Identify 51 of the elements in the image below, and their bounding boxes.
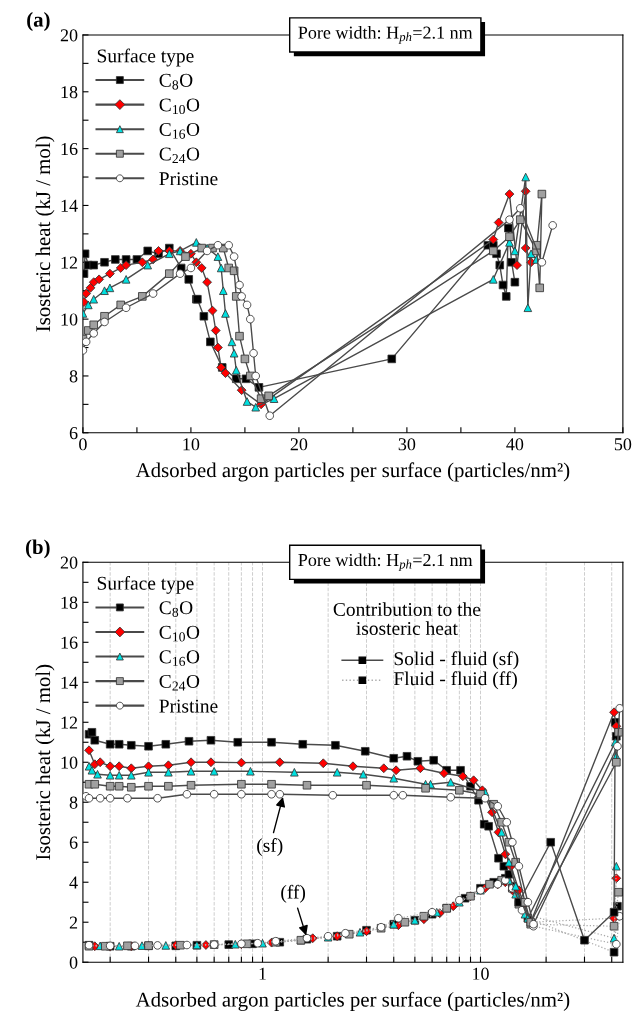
x-tick-label: 20 bbox=[290, 438, 308, 451]
legend-label: C$_{24}$O bbox=[159, 147, 200, 164]
y-tick-label: 2 bbox=[69, 916, 78, 929]
legend-label: C$_{10}$O bbox=[159, 98, 200, 115]
y-tick-label: 18 bbox=[61, 596, 78, 609]
x-tick-label: 30 bbox=[398, 438, 416, 451]
x-tick-label: 10 bbox=[183, 438, 200, 451]
x-tick-label: 40 bbox=[506, 438, 524, 451]
annotation: Fluid - fluid (ff) bbox=[393, 671, 517, 690]
y-tick-label: 14 bbox=[61, 676, 78, 689]
annotation: Contribution to the isosteric heat bbox=[333, 602, 481, 635]
legend-title: Surface type bbox=[97, 575, 194, 594]
x-tick-label: 0 bbox=[79, 438, 87, 451]
y-tick-label: 0 bbox=[69, 956, 78, 969]
y-tick-label: 16 bbox=[61, 636, 78, 649]
annotation: Pore width: H$_{ph}$=2.1 nm bbox=[298, 26, 473, 44]
y-tick-label: 8 bbox=[69, 370, 78, 383]
y-tick-label: 6 bbox=[69, 836, 78, 849]
x-axis-title: Adsorbed argon particles per surface (particles/nm²) bbox=[135, 462, 570, 482]
x-tick-label: 50 bbox=[614, 438, 632, 451]
legend-label: C$_{24}$O bbox=[159, 674, 200, 691]
legend-label: Pristine bbox=[159, 699, 218, 713]
legend-label: C$_{10}$O bbox=[159, 625, 200, 642]
y-tick-label: 10 bbox=[61, 756, 78, 769]
legend-label: C$_{8}$O bbox=[159, 601, 193, 617]
legend-label: C$_{16}$O bbox=[159, 122, 200, 139]
y-tick-label: 14 bbox=[61, 199, 78, 212]
annotation: (ff) bbox=[281, 884, 306, 903]
y-tick-label: 6 bbox=[69, 427, 78, 440]
annotation: (sf) bbox=[257, 838, 283, 856]
legend-label: C$_{8}$O bbox=[159, 73, 193, 90]
y-axis-title: Isosteric heat (kJ / mol) bbox=[35, 664, 55, 860]
x-tick-label: 1 bbox=[259, 967, 266, 980]
y-tick-label: 12 bbox=[61, 716, 78, 729]
legend-label: Pristine bbox=[159, 172, 218, 186]
legend-label: C$_{16}$O bbox=[159, 650, 200, 667]
y-axis-title: Isosteric heat (kJ / mol) bbox=[35, 136, 55, 332]
y-tick-label: 18 bbox=[61, 86, 78, 99]
legend-title: Surface type bbox=[97, 48, 194, 67]
y-tick-label: 10 bbox=[61, 313, 78, 326]
y-tick-label: 12 bbox=[61, 256, 78, 269]
annotation: Pore width: H$_{ph}$=2.1 nm bbox=[298, 553, 473, 572]
y-tick-label: 20 bbox=[60, 556, 78, 569]
y-tick-label: 16 bbox=[61, 142, 78, 156]
y-tick-label: 4 bbox=[69, 876, 78, 889]
annotation: Solid - fluid (sf) bbox=[394, 651, 519, 670]
y-tick-label: 20 bbox=[60, 29, 78, 42]
y-tick-label: 8 bbox=[69, 796, 78, 809]
chart-title: (b) bbox=[25, 539, 50, 559]
chart-title: (a) bbox=[27, 12, 50, 31]
x-axis-title: Adsorbed argon particles per surface (particles/nm²) bbox=[135, 991, 570, 1011]
